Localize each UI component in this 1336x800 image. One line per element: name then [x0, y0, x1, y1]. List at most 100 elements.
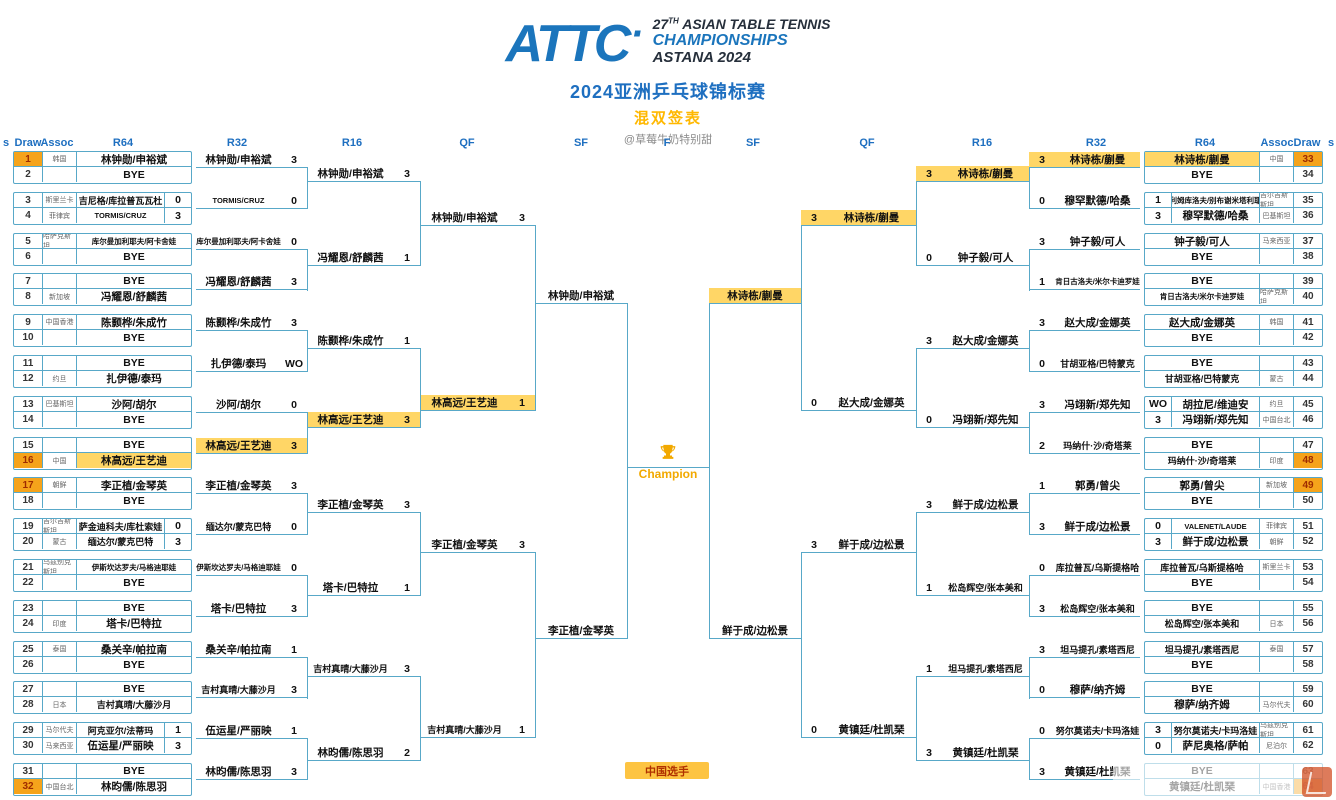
draw-number: 34 [1293, 167, 1322, 182]
player-pair-name: BYE [1191, 439, 1213, 451]
draw-number: 33 [1293, 152, 1322, 166]
player-pair-name: 伊斯坎达罗夫/马格迪耶娃 [91, 562, 177, 572]
draw-number: 48 [1293, 453, 1322, 468]
match-score: 1 [291, 643, 297, 656]
r64-pair-box: 林诗栋/蒯曼 中国 33 BYE 34 [1144, 151, 1323, 184]
r64-row: BYE 47 [1145, 438, 1322, 453]
r64-pair-box: 27 BYE 28 日本 吉村真晴/大藤沙月 [13, 681, 192, 714]
r64-row: 10 BYE [14, 330, 191, 345]
r64-pair-box: 21 乌兹别克斯坦 伊斯坎达罗夫/马格迪耶娃 22 BYE [13, 559, 192, 592]
assoc-label: 马尔代夫 [43, 723, 77, 737]
event-title-line2: CHAMPIONSHIPS [652, 32, 788, 50]
match-score: 3 [291, 316, 297, 329]
assoc-label: 中国 [43, 453, 77, 468]
player-pair-name: 林钟勋/申裕斌 [101, 153, 167, 166]
assoc-label [1259, 249, 1293, 264]
player-pair-name: 库拉普瓦/乌斯提格哈 [1055, 563, 1140, 573]
draw-number: 55 [1293, 601, 1322, 615]
r16-entry: 0 钟子毅/可人 [916, 250, 1029, 266]
r64-row: 0 VALENET/LAUDE 菲律宾 51 [1145, 519, 1322, 534]
player-pair-name: 塔卡/巴特拉 [210, 603, 267, 615]
assoc-label: 泰国 [1259, 642, 1293, 656]
assoc-label [43, 657, 77, 672]
r64-pair-box: 库拉普瓦/乌斯提格哈 斯里兰卡 53 BYE 54 [1144, 559, 1323, 592]
match-score: 2 [404, 746, 410, 759]
player-pair-name: 沙阿/胡尔 [111, 398, 157, 411]
column-header-r16: R16 [971, 137, 993, 149]
draw-number: 37 [1293, 234, 1322, 248]
champion-slot: Champion [627, 444, 709, 481]
assoc-label [1259, 575, 1293, 590]
assoc-label [1259, 601, 1293, 615]
draw-number: 26 [14, 657, 43, 672]
draw-number: 25 [14, 642, 43, 656]
r16-entry: 3 林诗栋/蒯曼 [916, 166, 1029, 182]
r16-entry: 3 赵大成/金娜英 [916, 333, 1029, 349]
player-pair-name: 萨金迪科夫/库杜索娃 [78, 521, 163, 532]
assoc-label [43, 575, 77, 590]
match-score: 1 [164, 723, 191, 737]
r64-row: 20 蒙古 缅达尔/蒙克巴特 3 [14, 534, 191, 549]
match-score: 3 [291, 153, 297, 166]
r16-entry: 1 坦马提孔/素塔西尼 [916, 661, 1029, 677]
match-score: 1 [926, 662, 932, 675]
player-pair-name: 钟子毅/可人 [1069, 236, 1126, 248]
player-pair-name: 玛纳什·沙/奇塔莱 [1167, 456, 1237, 466]
player-pair-name: 钟子毅/可人 [1174, 235, 1230, 248]
r64-row: 12 约旦 扎伊德/泰玛 [14, 371, 191, 386]
match-score: 3 [291, 479, 297, 492]
player-pair-name: 肯日古洛夫/米尔卡迪罗娃 [1159, 292, 1245, 301]
match-score: 0 [1039, 194, 1045, 207]
r32-entry: 伍运星/严丽映 1 [196, 723, 307, 739]
match-score: 3 [404, 167, 410, 180]
draw-number: 41 [1293, 315, 1322, 329]
r32-entry: 扎伊德/泰玛 WO [196, 356, 307, 372]
column-header-r32: R32 [1085, 137, 1107, 149]
connector-line [1029, 575, 1030, 617]
r16-entry: 李正植/金琴英 3 [307, 497, 420, 513]
r64-row: 26 BYE [14, 657, 191, 672]
draw-number: 54 [1293, 575, 1322, 590]
r64-row: 库拉普瓦/乌斯提格哈 斯里兰卡 53 [1145, 560, 1322, 575]
match-score: 3 [1039, 398, 1045, 411]
match-score: 0 [1039, 561, 1045, 574]
qf-entry: 0 赵大成/金娜英 [801, 395, 916, 411]
assoc-label: 马来西亚 [1259, 234, 1293, 248]
draw-number: 52 [1293, 534, 1322, 549]
draw-number: 20 [14, 534, 43, 549]
qf-entry: 3 林诗栋/蒯曼 [801, 210, 916, 226]
match-score: 0 [811, 723, 817, 736]
column-header-draw: Draw [1293, 137, 1321, 149]
player-pair-name: 林钟勋/申裕斌 [431, 212, 498, 224]
r32-entry: 3 林诗栋/蒯曼 [1029, 152, 1140, 168]
player-pair-name: 鲜于成/边松景 [1064, 521, 1131, 533]
draw-number: 56 [1293, 616, 1322, 631]
china-player-legend-label: 中国选手 [645, 765, 689, 778]
player-pair-name: 阿利姆库洛夫/别布谢米塔利耶娃 [1172, 195, 1259, 205]
draw-number: 5 [14, 234, 43, 248]
connector-line [307, 657, 308, 699]
r32-entry: 3 冯翊新/郑先知 [1029, 397, 1140, 413]
match-score: 3 [1039, 602, 1045, 615]
assoc-label: 乌兹别克斯坦 [1259, 723, 1293, 737]
event-title-line3: ASTANA 2024 [652, 49, 751, 67]
r64-row: 穆萨/纳齐姆 马尔代夫 60 [1145, 697, 1322, 712]
r64-row: 19 吉尔吉斯斯坦 萨金迪科夫/库杜索娃 0 [14, 519, 191, 534]
r32-entry: 0 穆萨/纳齐姆 [1029, 682, 1140, 698]
column-header-r64: R64 [112, 137, 134, 149]
player-pair-name: 赵大成/金娜英 [1169, 316, 1235, 329]
draw-number: 35 [1293, 193, 1322, 207]
match-score: 3 [1039, 520, 1045, 533]
r64-row: BYE 42 [1145, 330, 1322, 345]
player-pair-name: 李正植/金琴英 [431, 539, 498, 551]
connector-line [1029, 167, 1030, 209]
player-pair-name: BYE [1191, 168, 1213, 181]
player-pair-name: BYE [1191, 576, 1213, 589]
assoc-label [1259, 356, 1293, 370]
r64-row: 赵大成/金娜英 韩国 41 [1145, 315, 1322, 330]
qf-entry: 李正植/金琴英 3 [420, 537, 535, 553]
match-score: 1 [519, 396, 525, 409]
match-score: 3 [926, 167, 932, 180]
r64-pair-box: BYE 59 穆萨/纳齐姆 马尔代夫 60 [1144, 681, 1323, 714]
r64-row: 3 鲜于成/边松景 朝鲜 52 [1145, 534, 1322, 549]
